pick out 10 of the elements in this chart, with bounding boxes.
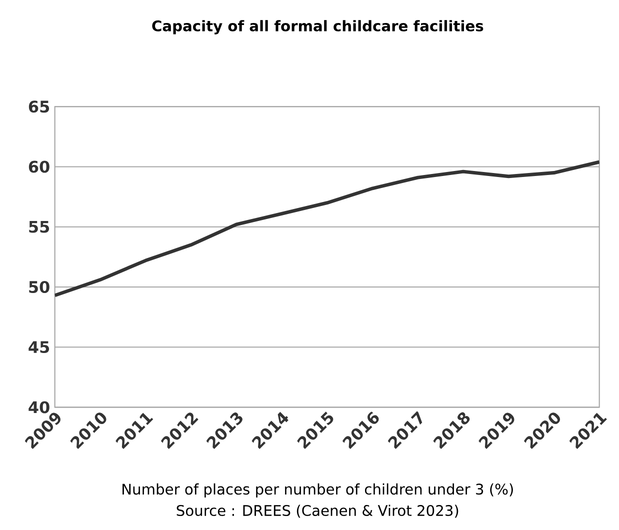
chart-title: Capacity of all formal childcare facilities [152, 20, 484, 34]
y-tick-label: 50 [29, 280, 50, 293]
y-tick-label: 65 [28, 100, 50, 113]
source-note: Source : DREES (Caenen & Virot 2023) [176, 504, 458, 518]
y-tick-label: 55 [29, 220, 50, 233]
y-tick-label: 45 [28, 341, 50, 353]
y-tick-label: 60 [28, 160, 50, 173]
x-axis-title: Number of places per number of children under 3 (%) [122, 483, 513, 498]
y-tick-label: 40 [28, 401, 50, 414]
line-series [54, 160, 600, 298]
